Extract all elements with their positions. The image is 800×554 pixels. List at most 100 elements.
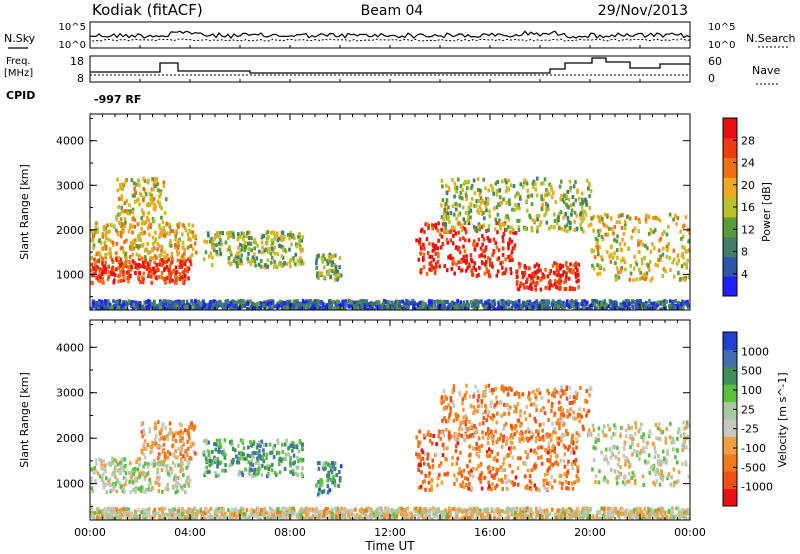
data-cell — [511, 257, 514, 262]
data-cell — [136, 303, 139, 308]
data-cell — [281, 230, 285, 235]
data-cell — [417, 468, 420, 473]
data-cell — [169, 427, 172, 432]
data-cell — [466, 434, 469, 439]
data-cell — [338, 256, 342, 261]
data-cell — [288, 236, 291, 241]
data-cell — [471, 474, 475, 479]
data-cell — [177, 304, 181, 309]
data-cell — [315, 261, 318, 266]
data-cell — [649, 278, 653, 283]
data-cell — [138, 457, 141, 461]
data-cell — [148, 429, 152, 434]
data-cell — [297, 449, 301, 454]
data-cell — [439, 245, 443, 250]
data-cell — [566, 470, 569, 475]
data-cell — [543, 213, 546, 218]
data-cell — [473, 225, 476, 230]
data-cell — [519, 281, 523, 286]
data-cell — [131, 480, 135, 485]
data-cell — [153, 270, 156, 275]
data-cell — [440, 203, 443, 208]
data-cell — [168, 279, 172, 284]
data-cell — [575, 474, 578, 479]
data-cell — [230, 252, 233, 257]
data-cell — [481, 234, 484, 239]
data-cell — [501, 487, 504, 491]
data-cell — [118, 211, 122, 216]
data-cell — [491, 482, 494, 487]
data-cell — [446, 446, 449, 451]
data-cell — [175, 228, 178, 233]
data-cell — [119, 263, 122, 268]
data-cell — [400, 305, 403, 310]
freq-left-tick-top: 18 — [70, 55, 84, 68]
data-cell — [461, 480, 465, 485]
data-cell — [215, 305, 218, 310]
data-cell — [258, 466, 261, 471]
data-cell — [482, 390, 485, 395]
data-cell — [477, 199, 480, 204]
data-cell — [289, 258, 292, 263]
data-cell — [264, 247, 268, 252]
noise-right-tick-top: 10^5 — [708, 22, 735, 33]
data-cell — [420, 448, 424, 453]
data-cell — [365, 303, 368, 308]
data-cell — [571, 286, 575, 291]
data-cell — [549, 449, 552, 454]
data-cell — [154, 205, 157, 210]
data-cell — [680, 264, 684, 269]
data-cell — [282, 246, 285, 251]
data-cell — [594, 446, 597, 451]
data-cell — [270, 238, 273, 243]
data-cell — [440, 227, 443, 232]
data-cell — [321, 259, 324, 264]
data-cell — [221, 468, 224, 473]
data-cell — [617, 475, 621, 480]
data-cell — [577, 196, 581, 201]
data-cell — [648, 298, 651, 303]
data-cell — [289, 443, 293, 448]
data-cell — [238, 451, 241, 456]
data-cell — [640, 261, 644, 266]
data-cell — [592, 228, 595, 233]
data-cell — [136, 234, 140, 239]
data-cell — [142, 464, 145, 469]
data-cell — [651, 276, 654, 281]
data-cell — [553, 212, 556, 217]
data-cell — [470, 196, 474, 201]
data-cell — [163, 451, 167, 456]
data-cell — [470, 404, 473, 409]
data-cell — [174, 477, 178, 482]
data-cell — [507, 225, 510, 230]
data-cell — [465, 254, 468, 259]
data-cell — [594, 437, 598, 442]
data-cell — [619, 434, 622, 439]
data-cell — [186, 232, 190, 237]
data-cell — [535, 451, 538, 456]
data-cell — [530, 275, 533, 280]
data-cell — [617, 275, 621, 280]
data-cell — [178, 447, 182, 452]
data-cell — [502, 457, 506, 462]
data-cell — [306, 303, 310, 308]
data-cell — [444, 222, 447, 227]
data-cell — [129, 241, 133, 246]
data-cell — [600, 255, 603, 260]
data-cell — [561, 197, 564, 202]
data-cell — [563, 193, 566, 198]
cpid-label: CPID — [6, 89, 35, 102]
data-cell — [613, 251, 616, 256]
data-cell — [558, 277, 561, 282]
data-cell — [218, 247, 222, 252]
data-cell — [604, 447, 608, 452]
data-cell — [441, 443, 445, 448]
data-cell — [507, 217, 511, 222]
data-cell — [580, 414, 583, 419]
data-cell — [407, 301, 411, 306]
data-cell — [469, 215, 472, 220]
data-cell — [486, 427, 490, 432]
data-cell — [422, 307, 426, 310]
data-cell — [575, 226, 579, 231]
data-cell — [600, 235, 604, 239]
